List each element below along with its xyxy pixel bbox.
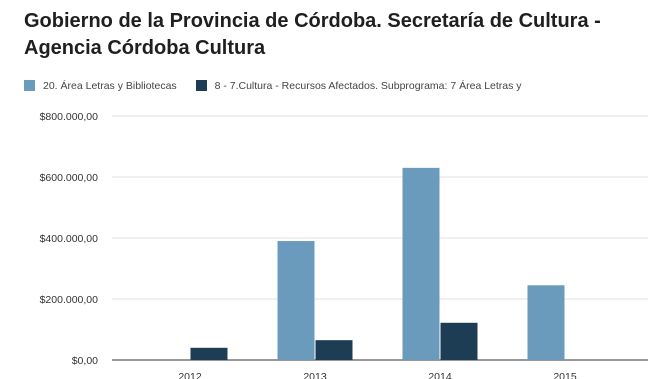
- bar-2014-series-2: [440, 322, 478, 360]
- x-tick-label: 2015: [553, 371, 577, 379]
- legend-item-series-2[interactable]: 8 - 7.Cultura - Recursos Afectados. Subp…: [195, 80, 522, 93]
- y-tick-label: $0,00: [72, 355, 98, 367]
- y-tick-label: $400.000,00: [40, 233, 99, 245]
- bar-2012-series-2: [190, 347, 228, 360]
- legend-item-series-1[interactable]: 20. Área Letras y Bibliotecas: [24, 80, 177, 92]
- legend: 20. Área Letras y Bibliotecas 8 - 7.Cult…: [24, 80, 648, 96]
- bar-2014-series-1: [402, 167, 440, 360]
- bar-2013-series-2: [315, 340, 353, 360]
- bar-2015-series-1: [527, 285, 565, 360]
- x-tick-label: 2014: [428, 371, 452, 379]
- legend-label-series-1: 20. Área Letras y Bibliotecas: [43, 80, 177, 93]
- x-tick-label: 2012: [178, 371, 202, 379]
- legend-swatch-series-1: [24, 80, 35, 92]
- y-tick-label: $600.000,00: [40, 172, 99, 184]
- chart-title: Gobierno de la Provincia de Córdoba. Sec…: [24, 10, 601, 59]
- y-tick-label: $800.000,00: [40, 111, 99, 123]
- legend-label-series-2: 8 - 7.Cultura - Recursos Afectados. Subp…: [214, 80, 522, 93]
- bar-2013-series-1: [277, 241, 315, 360]
- y-tick-label: $200.000,00: [40, 294, 99, 306]
- x-tick-label: 2013: [303, 371, 327, 379]
- legend-swatch-series-2: [195, 80, 207, 92]
